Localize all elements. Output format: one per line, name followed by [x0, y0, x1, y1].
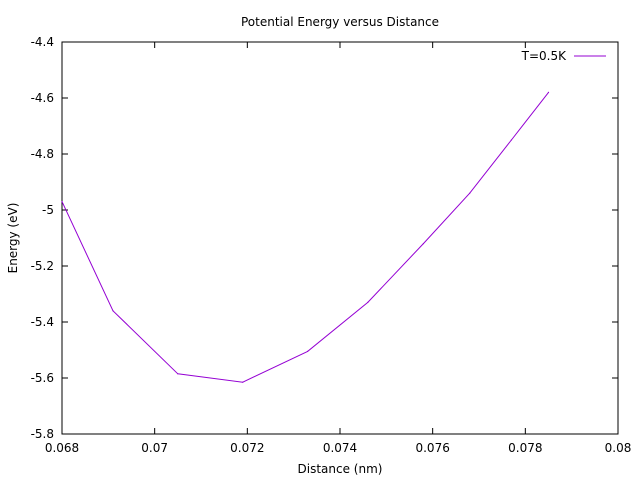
- data-point: [367, 301, 369, 303]
- data-point: [177, 373, 179, 375]
- chart-title: Potential Energy versus Distance: [241, 15, 439, 29]
- series-line: [61, 92, 549, 383]
- y-tick-label: -4.6: [31, 91, 54, 105]
- y-axis: -5.8 -5.6 -5.4 -5.2 -5 -4.8 -4.6 -4.4: [31, 35, 618, 441]
- x-tick-label: 0.074: [323, 441, 357, 455]
- y-axis-label: Energy (eV): [6, 203, 20, 274]
- data-point: [547, 91, 550, 93]
- x-axis: 0.068 0.07 0.072 0.074 0.076 0.078 0.08: [45, 42, 632, 455]
- x-tick-label: 0.08: [605, 441, 632, 455]
- y-tick-label: -5.8: [31, 427, 54, 441]
- x-axis-label: Distance (nm): [298, 462, 383, 476]
- plot-frame: [61, 41, 619, 435]
- y-tick-label: -5: [42, 203, 54, 217]
- x-tick-label: 0.078: [508, 441, 542, 455]
- series-layer: [61, 91, 550, 383]
- x-tick-label: 0.07: [141, 441, 168, 455]
- data-point: [112, 310, 114, 312]
- x-tick-label: 0.072: [230, 441, 264, 455]
- legend: T=0.5K: [521, 49, 606, 63]
- y-tick-label: -5.2: [31, 259, 54, 273]
- data-point: [422, 243, 424, 245]
- data-point: [307, 350, 309, 352]
- y-tick-label: -5.4: [31, 315, 54, 329]
- y-tick-label: -4.4: [31, 35, 54, 49]
- data-point: [61, 201, 63, 203]
- y-tick-label: -4.8: [31, 147, 54, 161]
- y-tick-label: -5.6: [31, 371, 54, 385]
- data-point: [510, 139, 512, 141]
- data-point: [242, 381, 244, 383]
- data-point: [469, 192, 471, 194]
- legend-label: T=0.5K: [521, 49, 567, 63]
- x-tick-label: 0.068: [45, 441, 79, 455]
- x-tick-label: 0.076: [415, 441, 449, 455]
